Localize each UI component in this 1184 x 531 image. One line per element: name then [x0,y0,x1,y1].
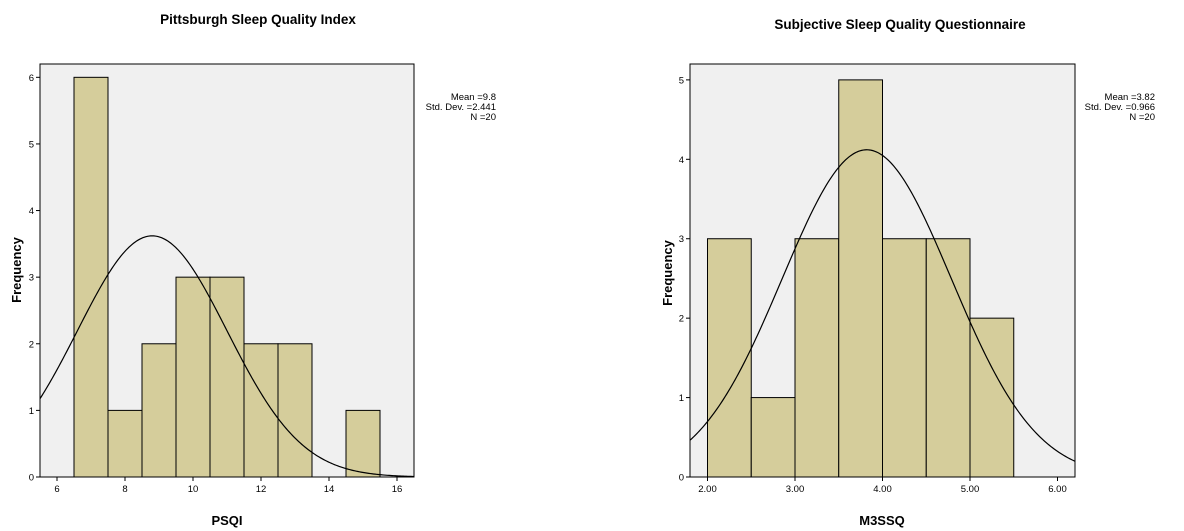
x-axis: 2.00 3.00 4.00 5.00 6.00 [698,477,1067,495]
stats-box: Mean =9.8 Std. Dev. =2.441 N =20 [426,92,496,123]
x-axis-label: M3SSQ [859,513,905,528]
x-axis-label: PSQI [211,513,242,528]
y-tick-label-0: 0 [29,473,34,484]
bars [73,76,381,478]
x-tick-label-1: 3.00 [786,484,805,495]
y-tick-label-5: 5 [679,75,684,86]
x-tick-label-5: 16 [392,484,403,495]
y-tick-label-2: 2 [679,314,684,325]
histogram-bar-5 [925,238,971,478]
histogram-bar-4 [882,238,927,478]
x-axis: 6 8 10 12 14 16 [54,477,402,495]
y-axis-label: Frequency [660,239,675,306]
stats-n: N =20 [470,112,496,123]
histogram-bar-3 [838,79,883,478]
histogram-bar-1 [750,397,796,478]
bars [707,79,1015,478]
y-tick-label-4: 4 [679,155,684,166]
y-tick-label-2: 2 [29,339,34,350]
x-tick-label-0: 2.00 [698,484,717,495]
stats-mean: Mean =9.8 [451,92,496,103]
histogram-bar-8 [345,409,381,478]
histogram-bar-6 [277,343,313,478]
stats-box: Mean =3.82 Std. Dev. =0.966 N =20 [1085,92,1155,123]
y-tick-label-1: 1 [29,406,34,417]
histogram-bar-6 [969,317,1015,478]
x-tick-label-2: 4.00 [873,484,892,495]
y-axis: 0 1 2 3 4 5 [679,75,690,484]
histogram-bar-2 [794,238,840,478]
histogram-bar-0 [707,238,752,478]
y-axis-label: Frequency [9,236,24,303]
y-tick-label-3: 3 [679,234,684,245]
m3ssq-histogram: Subjective Sleep Quality Questionnaire 0… [660,17,1155,528]
x-tick-label-0: 6 [54,484,59,495]
normal-curve [689,149,1076,462]
y-tick-label-1: 1 [679,393,684,404]
stats-std: Std. Dev. =0.966 [1085,102,1155,113]
stats-mean: Mean =3.82 [1105,92,1155,103]
chart-title: Pittsburgh Sleep Quality Index [160,12,356,27]
x-tick-label-2: 10 [188,484,199,495]
normal-curve [39,235,415,478]
x-tick-label-3: 5.00 [961,484,980,495]
histogram-bar-0 [73,76,109,478]
histogram-bar-1 [107,409,143,478]
histogram-bar-2 [141,343,177,478]
stats-n: N =20 [1129,112,1155,123]
y-tick-label-3: 3 [29,273,34,284]
y-tick-label-4: 4 [29,206,34,217]
x-tick-label-3: 12 [256,484,267,495]
x-tick-label-4: 6.00 [1048,484,1067,495]
y-tick-label-6: 6 [29,73,34,84]
stats-std: Std. Dev. =2.441 [426,102,496,113]
x-tick-label-4: 14 [324,484,335,495]
x-tick-label-1: 8 [122,484,127,495]
chart-title: Subjective Sleep Quality Questionnaire [774,17,1026,32]
histogram-bar-3 [175,276,211,478]
y-tick-label-0: 0 [679,473,684,484]
y-axis: 0 1 2 3 4 5 6 [29,73,40,484]
y-tick-label-5: 5 [29,139,34,150]
histogram-bar-4 [209,276,245,478]
